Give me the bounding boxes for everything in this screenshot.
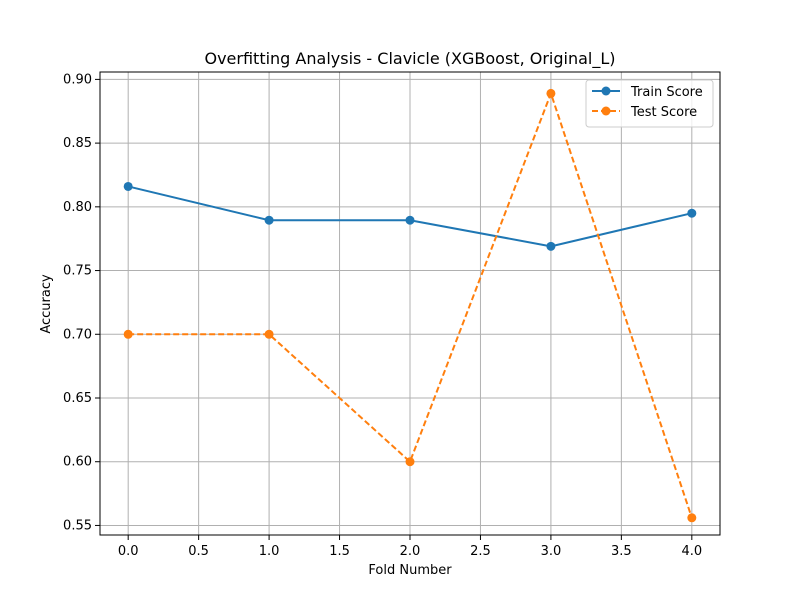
legend: Train Score Test Score: [585, 79, 714, 128]
legend-marker-train-score: [601, 86, 611, 96]
x-tick-label: 3.5: [611, 544, 632, 559]
x-tick-label: 1.0: [259, 544, 280, 559]
chart-title: Overfitting Analysis - Clavicle (XGBoost…: [204, 49, 615, 69]
data-point-train-score: [687, 208, 697, 218]
y-tick-label: 0.65: [63, 391, 92, 406]
x-tick-label: 3.0: [541, 544, 562, 559]
data-point-train-score: [264, 215, 274, 225]
data-point-train-score: [546, 241, 556, 251]
y-tick-label: 0.60: [63, 455, 92, 470]
data-point-train-score: [123, 181, 133, 191]
x-tick-label: 2.0: [400, 544, 421, 559]
data-point-test-score: [405, 457, 415, 467]
axis-ticks: 0.0 0.5 1.0 1.5 2.0 2.5 3.0 3.5 4.0 0.55 0.60 0.65 0…: [63, 72, 702, 559]
series-line-test-score: [128, 92, 693, 519]
x-tick-label: 1.5: [329, 544, 350, 559]
y-tick-label: 0.55: [63, 518, 92, 533]
data-point-test-score: [123, 329, 133, 339]
data-point-test-score: [264, 329, 274, 339]
legend-label-test-score: Test Score: [630, 105, 697, 120]
y-tick-label: 0.70: [63, 327, 92, 342]
plot-series: [123, 88, 697, 523]
x-tick-label: 4.0: [681, 544, 702, 559]
x-tick-label: 0.5: [188, 544, 209, 559]
y-tick-label: 0.75: [63, 264, 92, 279]
x-tick-label: 2.5: [470, 544, 491, 559]
data-point-train-score: [405, 215, 415, 225]
x-tick-label: 0.0: [118, 544, 139, 559]
data-point-test-score: [687, 513, 697, 523]
legend-label-train-score: Train Score: [630, 85, 703, 100]
y-tick-label: 0.85: [63, 136, 92, 151]
x-axis-label: Fold Number: [368, 563, 452, 578]
y-axis-label: Accuracy: [39, 274, 54, 334]
legend-marker-test-score: [601, 106, 611, 116]
data-point-test-score: [546, 88, 556, 98]
y-tick-label: 0.90: [63, 72, 92, 87]
y-tick-label: 0.80: [63, 200, 92, 215]
